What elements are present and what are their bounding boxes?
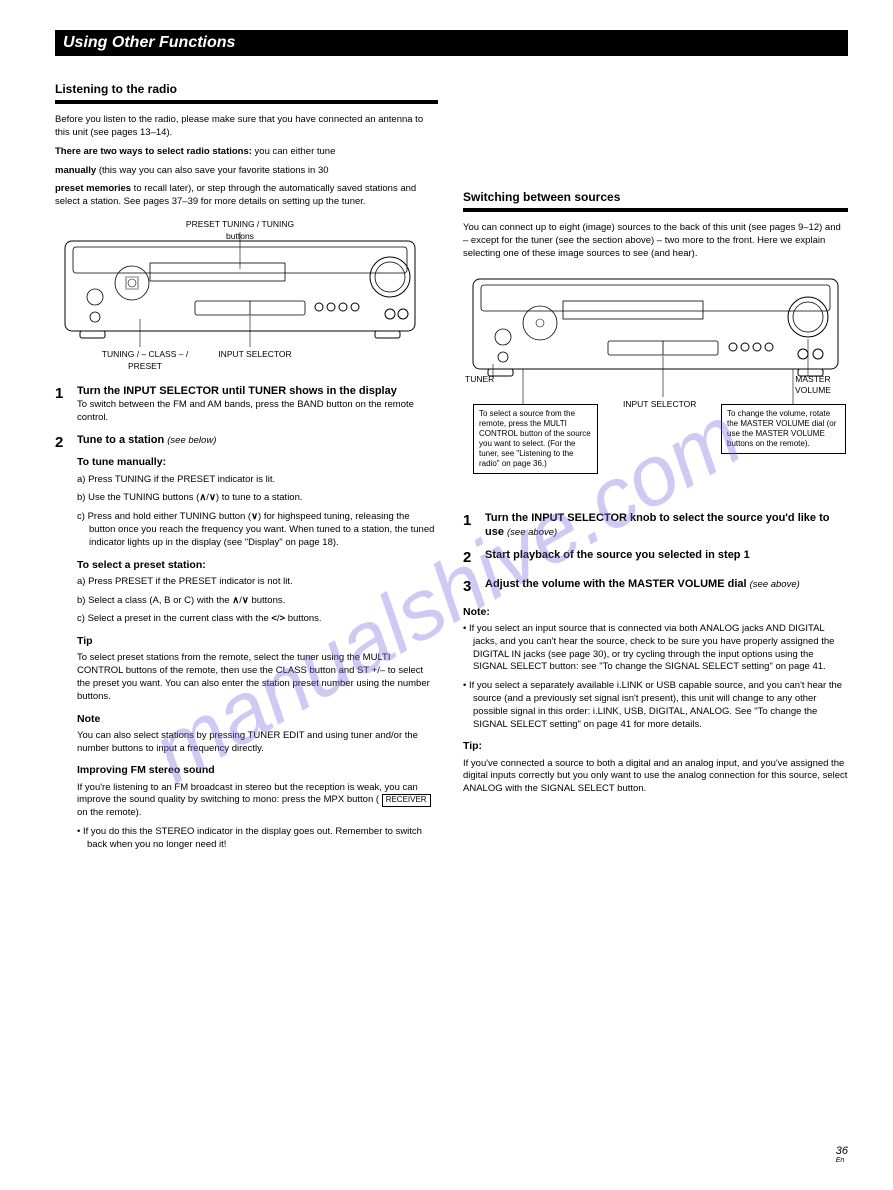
manual-step: c) Press and hold either TUNING button (… bbox=[77, 511, 438, 549]
arrow-glyph: ∨ bbox=[209, 492, 216, 503]
subhead-manual: To tune manually: bbox=[77, 455, 438, 469]
text: on the remote). bbox=[77, 807, 141, 818]
step-number: 3 bbox=[463, 577, 477, 597]
right-column: Switching between sources You can connec… bbox=[463, 81, 848, 866]
chapter-header: Using Other Functions bbox=[55, 30, 848, 56]
step-lead: Turn the INPUT SELECTOR until TUNER show… bbox=[77, 384, 438, 399]
section-title-radio: Listening to the radio bbox=[55, 81, 438, 97]
step-lead-italic: (see above) bbox=[507, 527, 557, 538]
intro-text: There are two ways to select radio stati… bbox=[55, 146, 438, 159]
step-body: To switch between the FM and AM bands, p… bbox=[77, 399, 438, 425]
bold-text: manually bbox=[55, 165, 96, 176]
arrow-glyph: ∨ bbox=[242, 595, 249, 606]
label-input: INPUT SELECTOR bbox=[623, 399, 696, 410]
step-lead-italic: (see above) bbox=[750, 579, 800, 590]
tip-head: Tip: bbox=[463, 739, 848, 753]
text: If you're listening to an FM broadcast i… bbox=[77, 782, 418, 806]
ifm-body: If you're listening to an FM broadcast i… bbox=[77, 782, 438, 820]
receiver-diagram-left: PRESET TUNING / TUNING buttons bbox=[55, 219, 425, 369]
text: you can either tune bbox=[252, 146, 335, 157]
step-lead: Start playback of the source you selecte… bbox=[485, 549, 750, 561]
callout-top: PRESET TUNING / TUNING buttons bbox=[180, 219, 300, 242]
preset-step: a) Press PRESET if the PRESET indicator … bbox=[77, 576, 438, 589]
tip-body: To select preset stations from the remot… bbox=[77, 652, 438, 703]
label-tuner: TUNER bbox=[465, 374, 494, 385]
arrow-glyph: < bbox=[271, 613, 277, 624]
note-head: Note bbox=[77, 712, 438, 726]
intro-text: manually (this way you can also save you… bbox=[55, 165, 438, 178]
section-title-sources: Switching between sources bbox=[463, 189, 848, 205]
arrow-glyph: ∧ bbox=[199, 492, 206, 503]
left-column: Listening to the radio Before you listen… bbox=[55, 81, 438, 866]
receiver-badge: RECEIVER bbox=[382, 794, 431, 807]
callout-box-right: To change the volume, rotate the MASTER … bbox=[721, 404, 846, 454]
step-number: 1 bbox=[463, 511, 477, 541]
receiver-diagram-right: TUNER MASTER VOLUME INPUT SELECTOR To se… bbox=[463, 269, 848, 499]
step-number: 2 bbox=[55, 433, 69, 858]
preset-step: b) Select a class (A, B or C) with the ∧… bbox=[77, 595, 438, 608]
intro-text: Before you listen to the radio, please m… bbox=[55, 114, 438, 140]
intro-text: preset memories to recall later), or ste… bbox=[55, 183, 438, 209]
bold-text: preset memories bbox=[55, 183, 131, 194]
callout-box-left: To select a source from the remote, pres… bbox=[473, 404, 598, 474]
note-body: You can also select stations by pressing… bbox=[77, 730, 438, 756]
step-lead: Tune to a station bbox=[77, 434, 167, 446]
callout-center: INPUT SELECTOR bbox=[210, 349, 300, 360]
note-bullet: • If you select a separately available i… bbox=[463, 680, 848, 731]
arrow-glyph: ∧ bbox=[232, 595, 239, 606]
note-bullet: • If you do this the STEREO indicator in… bbox=[77, 826, 438, 852]
bold-text: There are two ways to select radio stati… bbox=[55, 146, 252, 157]
text: (this way you can also save your favorit… bbox=[96, 165, 328, 176]
note-bullet: • If you select an input source that is … bbox=[463, 623, 848, 674]
text: ) to tune to a station. bbox=[216, 492, 303, 503]
subhead-preset: To select a preset station: bbox=[77, 558, 438, 572]
text: If you do this the STEREO indicator in t… bbox=[83, 826, 422, 850]
page-number-value: 36 bbox=[836, 1145, 848, 1157]
step-number: 1 bbox=[55, 384, 69, 424]
step-lead-italic: (see below) bbox=[167, 435, 216, 446]
text: Press PRESET if the PRESET indicator is … bbox=[88, 576, 293, 587]
page-number: 36En bbox=[836, 1145, 848, 1170]
intro-text: You can connect up to eight (image) sour… bbox=[463, 222, 848, 260]
tip-head: Tip bbox=[77, 634, 438, 648]
text: buttons. bbox=[285, 613, 321, 624]
text: buttons. bbox=[249, 595, 285, 606]
manual-step: a) Press TUNING if the PRESET indicator … bbox=[77, 474, 438, 487]
text: see "To change the SIGNAL SELECT setting… bbox=[581, 661, 825, 672]
callout-left: TUNING / – CLASS – / PRESET bbox=[100, 349, 190, 372]
note-head: Note: bbox=[463, 605, 848, 619]
step-number: 2 bbox=[463, 548, 477, 568]
preset-step: c) Select a preset in the current class … bbox=[77, 613, 438, 626]
text: Select a class (A, B or C) with the bbox=[88, 595, 232, 606]
text: Select a preset in the current class wit… bbox=[88, 613, 272, 624]
text: Press and hold either TUNING button ( bbox=[88, 511, 252, 522]
text: Press TUNING if the PRESET indicator is … bbox=[88, 474, 275, 485]
underline bbox=[55, 100, 438, 104]
text: Use the TUNING buttons ( bbox=[88, 492, 199, 503]
manual-step: b) Use the TUNING buttons (∧/∨) to tune … bbox=[77, 492, 438, 505]
arrow-glyph: ∨ bbox=[251, 511, 258, 522]
step-lead: Adjust the volume with the MASTER VOLUME… bbox=[485, 578, 750, 590]
tip-body: If you've connected a source to both a d… bbox=[463, 758, 848, 796]
ifm-head: Improving FM stereo sound bbox=[77, 763, 438, 777]
label-volume: MASTER VOLUME bbox=[778, 374, 848, 397]
underline bbox=[463, 208, 848, 212]
text: (and a previously set signal isn't prese… bbox=[473, 693, 817, 730]
